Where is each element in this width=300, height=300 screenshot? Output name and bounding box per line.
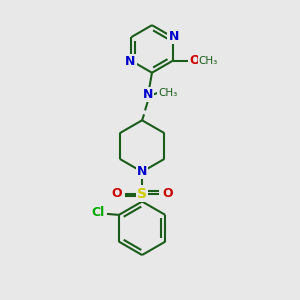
Text: O: O xyxy=(163,187,173,200)
Text: S: S xyxy=(137,187,147,201)
Text: CH₃: CH₃ xyxy=(199,56,218,66)
Text: N: N xyxy=(137,165,147,178)
Text: N: N xyxy=(125,55,136,68)
Text: O: O xyxy=(111,187,122,200)
Text: CH₃: CH₃ xyxy=(158,88,178,98)
Text: O: O xyxy=(189,54,200,67)
Text: N: N xyxy=(168,30,179,43)
Text: N: N xyxy=(143,88,153,101)
Text: Cl: Cl xyxy=(92,206,105,219)
